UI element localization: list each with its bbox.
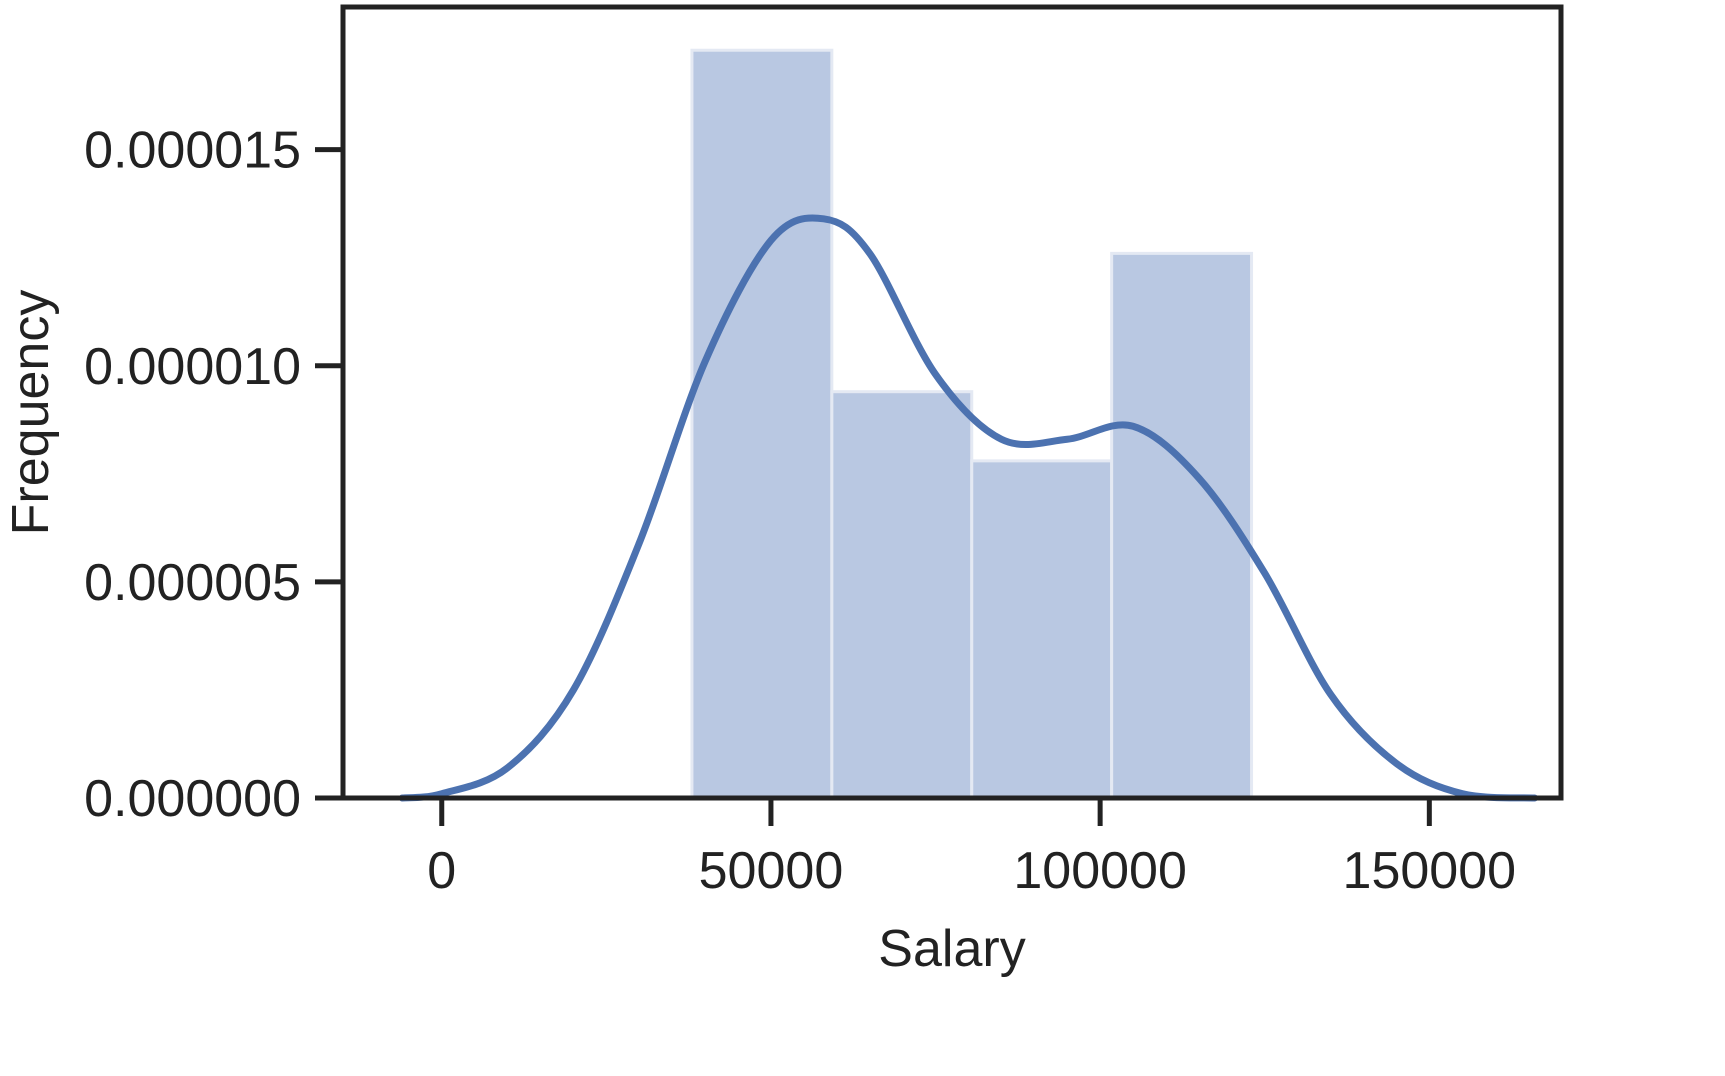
x-tick-label: 150000 [1343,842,1517,900]
y-axis-label: Frequency [2,290,60,536]
x-tick-label: 50000 [699,842,844,900]
kde-curve [398,214,1539,802]
y-tick-label: 0.000010 [84,338,301,396]
y-tick-label: 0.000015 [84,122,301,180]
x-tick-label: 0 [427,842,456,900]
x-axis-ticks: 0 50000 100000 150000 [427,798,1516,900]
y-tick-label: 0.000005 [84,554,301,612]
histogram-bar-1 [690,48,834,800]
histogram-bar-3 [970,459,1114,800]
histogram-bar-2 [830,390,974,800]
x-axis-label: Salary [878,920,1025,978]
histogram-bars [690,48,1254,800]
y-tick-label: 0.000000 [84,770,301,828]
histogram-bar-4 [1110,251,1254,800]
kde-curve-layer [398,214,1539,802]
y-axis-ticks: 0.000000 0.000005 0.000010 0.000015 [84,122,343,828]
x-tick-label: 100000 [1013,842,1187,900]
plot-frame [340,4,1564,801]
